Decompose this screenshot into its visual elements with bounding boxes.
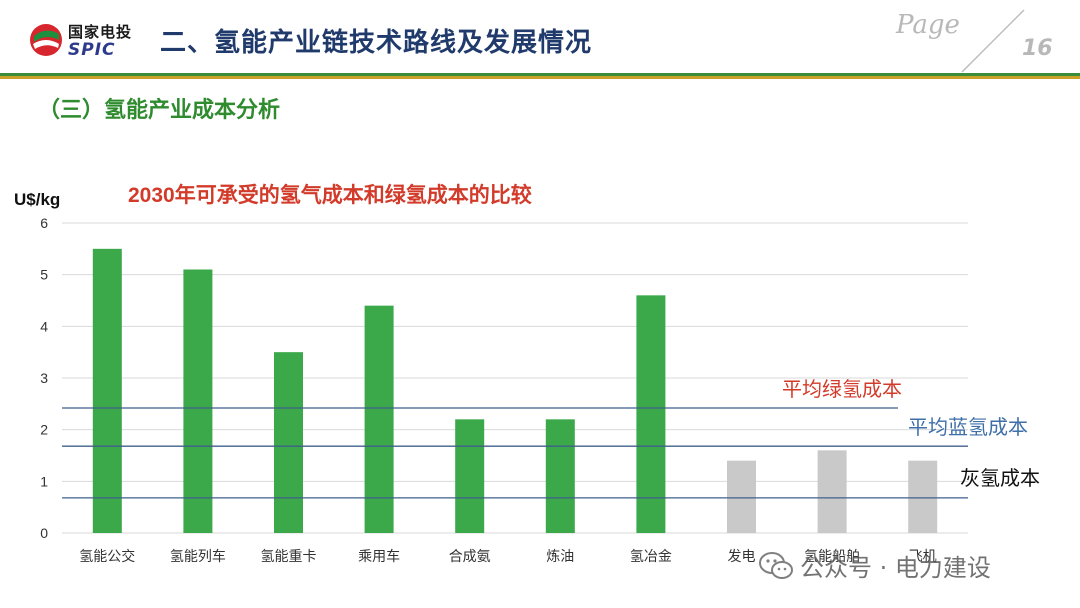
wechat-watermark: 公众号 · 电力建设 (758, 548, 991, 584)
y-tick-label: 1 (40, 473, 48, 489)
bar-2 (183, 269, 213, 533)
y-tick-label: 4 (40, 318, 48, 334)
spic-logo: 国家电投 SPIC (28, 20, 168, 64)
logo-chinese-name: 国家电投 (68, 23, 133, 41)
section-title: （三）氢能产业成本分析 (38, 98, 281, 123)
logo-english-name: SPIC (68, 40, 116, 60)
header-divider-green (0, 73, 1080, 76)
x-axis-category-labels: 氢能公交 氢能列车 氢能重卡 乘用车 合成氨 炼油 氢冶金 发电 氢能船舶 飞机 (79, 548, 936, 564)
x-category-label: 乘用车 (358, 548, 400, 564)
watermark-text: 公众号 · 电力建设 (800, 554, 991, 582)
x-category-label: 炼油 (546, 548, 574, 564)
page-label: Page (896, 10, 960, 40)
x-category-label: 氢能重卡 (261, 548, 317, 564)
bars (92, 248, 938, 533)
y-tick-label: 5 (40, 267, 48, 283)
page-divider-slash (961, 9, 1025, 73)
bar-5 (455, 419, 485, 533)
x-category-label: 氢能列车 (170, 548, 226, 564)
y-axis-unit-label: U$/kg (14, 190, 60, 209)
spic-logo-icon (30, 24, 62, 56)
x-category-label: 合成氨 (449, 548, 491, 564)
bar-6 (545, 419, 575, 533)
slide-title: 二、氢能产业链技术路线及发展情况 (160, 28, 593, 58)
reference-line-label: 平均蓝氢成本 (908, 416, 1028, 439)
bar-1 (92, 248, 122, 533)
bar-8 (727, 460, 756, 533)
header-divider-orange (0, 76, 1080, 79)
bar-4 (364, 305, 394, 533)
bar-10 (908, 460, 938, 533)
x-category-label: 飞机 (909, 548, 937, 564)
y-tick-label: 3 (40, 370, 48, 386)
x-category-label: 氢能船舶 (804, 548, 860, 564)
y-tick-label: 0 (40, 525, 48, 541)
bar-9 (817, 450, 847, 533)
x-category-label: 氢能公交 (79, 548, 135, 564)
cost-comparison-bar-chart: 2030年可承受的氢气成本和绿氢成本的比较 U$/kg 0 1 2 3 4 5 6 平均绿氢… (14, 183, 1040, 564)
gridlines (62, 222, 968, 534)
slide-header: 国家电投 SPIC 二、氢能产业链技术路线及发展情况 Page 16 (0, 0, 1080, 82)
y-tick-label: 2 (40, 422, 48, 438)
chart-title: 2030年可承受的氢气成本和绿氢成本的比较 (128, 183, 532, 207)
page-number: 16 (1022, 36, 1053, 61)
x-category-label: 氢冶金 (630, 548, 672, 564)
reference-line-label: 平均绿氢成本 (782, 378, 902, 401)
reference-line-label: 灰氢成本 (960, 467, 1040, 490)
x-category-label: 发电 (728, 548, 756, 564)
wechat-icon (759, 551, 793, 579)
bar-3 (274, 352, 303, 533)
y-tick-label: 6 (40, 215, 48, 231)
y-axis-ticks: 0 1 2 3 4 5 6 (40, 215, 48, 541)
bar-7 (636, 295, 666, 533)
